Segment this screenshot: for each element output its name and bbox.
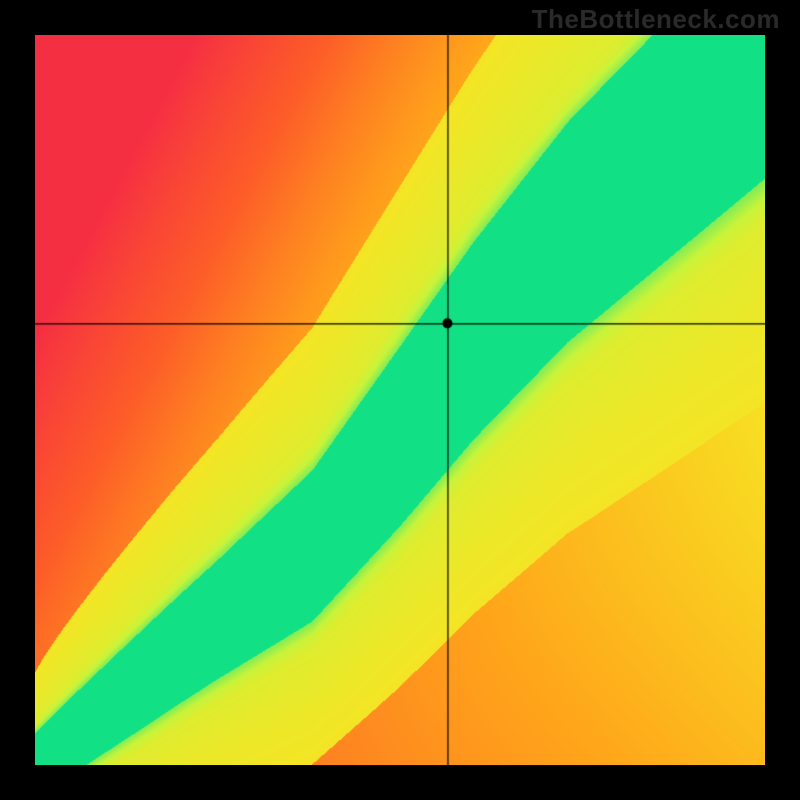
bottleneck-heatmap — [35, 35, 765, 765]
chart-container: TheBottleneck.com — [0, 0, 800, 800]
watermark-label: TheBottleneck.com — [532, 4, 780, 35]
